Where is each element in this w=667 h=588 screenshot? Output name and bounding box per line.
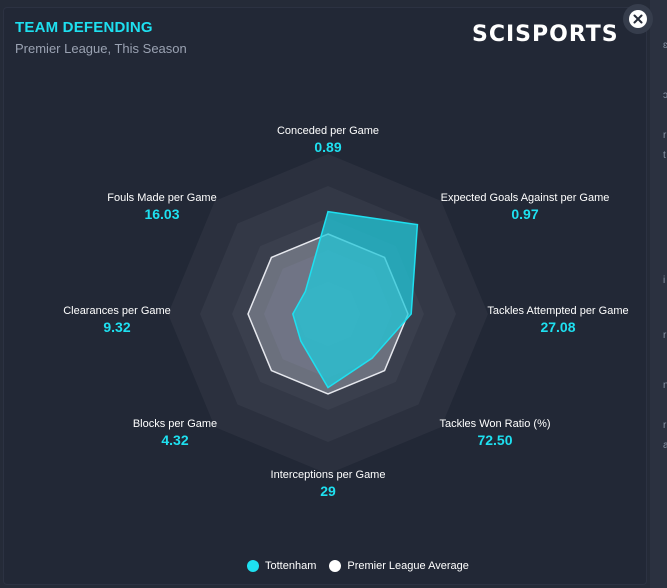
axis-value-8: 16.03: [144, 206, 180, 222]
axis-label-7: Clearances per Game: [63, 305, 171, 317]
axis-label-5: Interceptions per Game: [270, 469, 386, 481]
average-dot-icon: [329, 560, 342, 572]
panel-title: TEAM DEFENDING: [15, 19, 153, 36]
legend-item-average[interactable]: Premier League Average: [329, 560, 469, 572]
axis-value-2: 0.97: [511, 206, 539, 222]
axis-value-4: 72.50: [477, 432, 513, 448]
axis-value-5: 29: [320, 483, 336, 499]
series-tottenham: [291, 210, 419, 389]
axis-label-8: Fouls Made per Game: [107, 192, 217, 204]
chart-legend: Tottenham Premier League Average: [247, 560, 482, 572]
axis-label-6: Blocks per Game: [132, 418, 218, 430]
close-icon: [629, 10, 647, 28]
legend-item-tottenham[interactable]: Tottenham: [247, 560, 316, 572]
axis-value-7: 9.32: [103, 319, 131, 335]
tottenham-dot-icon: [247, 560, 259, 572]
axis-value-1: 0.89: [314, 139, 342, 155]
axis-value-6: 4.32: [161, 432, 189, 448]
close-button[interactable]: [623, 4, 653, 34]
legend-label-average: Premier League Average: [347, 560, 469, 572]
axis-value-3: 27.08: [540, 319, 576, 335]
axis-label-3: Tackles Attempted per Game: [487, 305, 629, 317]
scisports-logo: SCISPORTS: [472, 22, 619, 47]
background-window-strip: ɛ ɔ r t i r n r a: [650, 0, 667, 588]
legend-label-tottenham: Tottenham: [265, 560, 317, 572]
axis-label-2: Expected Goals Against per Game: [440, 192, 610, 204]
panel-subtitle: Premier League, This Season: [15, 41, 187, 56]
axis-label-4: Tackles Won Ratio (%): [439, 418, 551, 430]
axis-label-1: Conceded per Game: [276, 125, 380, 137]
